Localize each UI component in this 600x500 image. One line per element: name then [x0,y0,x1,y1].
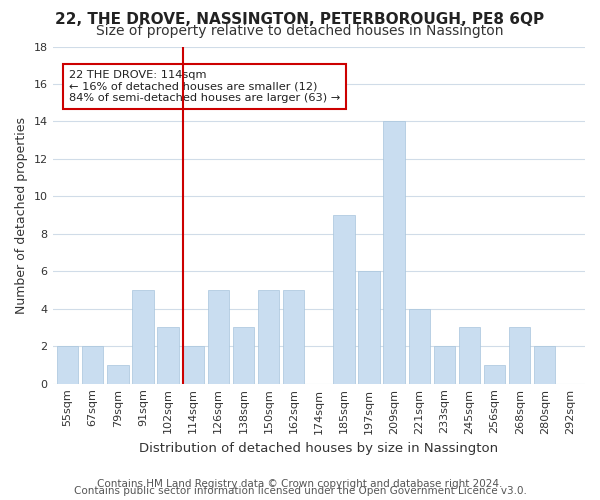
Bar [233,328,254,384]
Bar [157,328,179,384]
Bar [258,290,279,384]
Bar [208,290,229,384]
Text: Size of property relative to detached houses in Nassington: Size of property relative to detached ho… [96,24,504,38]
Bar [409,309,430,384]
X-axis label: Distribution of detached houses by size in Nassington: Distribution of detached houses by size … [139,442,499,455]
Bar [534,346,556,384]
Bar [333,215,355,384]
Bar [358,272,380,384]
Bar [82,346,103,384]
Bar [107,365,128,384]
Bar [484,365,505,384]
Bar [132,290,154,384]
Bar [459,328,480,384]
Bar [57,346,78,384]
Text: Contains HM Land Registry data © Crown copyright and database right 2024.: Contains HM Land Registry data © Crown c… [97,479,503,489]
Bar [182,346,204,384]
Text: 22 THE DROVE: 114sqm
← 16% of detached houses are smaller (12)
84% of semi-detac: 22 THE DROVE: 114sqm ← 16% of detached h… [68,70,340,103]
Bar [383,122,405,384]
Bar [434,346,455,384]
Text: 22, THE DROVE, NASSINGTON, PETERBOROUGH, PE8 6QP: 22, THE DROVE, NASSINGTON, PETERBOROUGH,… [55,12,545,28]
Text: Contains public sector information licensed under the Open Government Licence v3: Contains public sector information licen… [74,486,526,496]
Bar [509,328,530,384]
Y-axis label: Number of detached properties: Number of detached properties [15,116,28,314]
Bar [283,290,304,384]
